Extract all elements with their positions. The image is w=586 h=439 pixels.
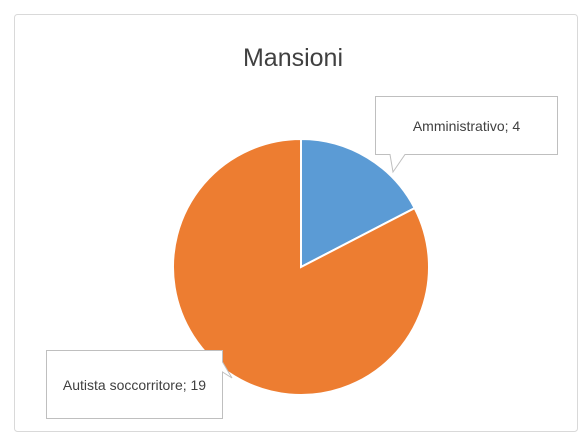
callout	[46, 350, 233, 419]
data-label: Autista soccorritore; 19	[62, 376, 207, 393]
pie-slice	[300, 137, 416, 269]
callout	[375, 96, 558, 174]
data-label: Amministrativo; 4	[412, 117, 521, 134]
pie	[172, 137, 430, 396]
chart-title: Mansioni	[242, 44, 344, 72]
pie-slice	[172, 137, 430, 396]
